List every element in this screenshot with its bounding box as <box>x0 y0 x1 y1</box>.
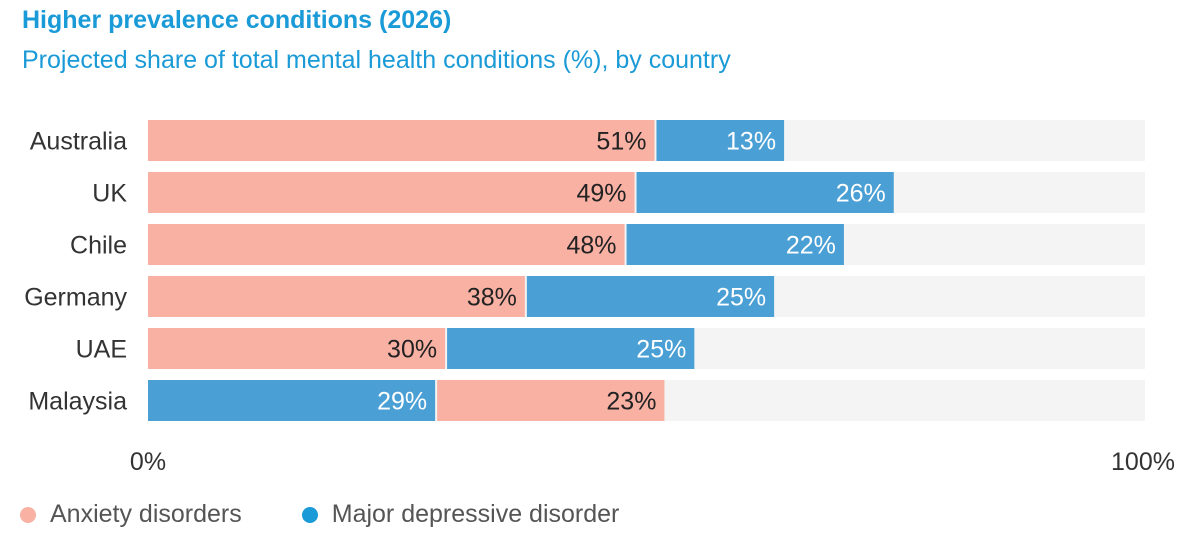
category-label-uae: UAE <box>76 336 127 364</box>
data-label-anxiety-uk: 49% <box>576 180 626 208</box>
bar-depression-uae <box>447 328 695 369</box>
bar-anxiety-malaysia <box>437 380 665 421</box>
category-label-germany: Germany <box>24 284 127 312</box>
category-label-uk: UK <box>92 180 127 208</box>
chart-title: Higher prevalence conditions (2026) <box>22 6 452 34</box>
bar-anxiety-uae <box>148 328 446 369</box>
data-label-depression-malaysia: 29% <box>377 388 427 416</box>
x-tick-label-0: 0% <box>130 448 166 476</box>
legend-label-depression: Major depressive disorder <box>331 500 620 528</box>
data-label-anxiety-australia: 51% <box>596 128 646 156</box>
data-label-depression-uk: 26% <box>836 180 886 208</box>
legend-item-anxiety: Anxiety disorders <box>20 500 242 529</box>
x-tick-label-100: 100% <box>1111 448 1175 476</box>
data-label-depression-chile: 22% <box>786 232 836 260</box>
category-label-malaysia: Malaysia <box>28 388 127 416</box>
bar-anxiety-uk <box>148 172 635 213</box>
chart-subtitle: Projected share of total mental health c… <box>22 46 731 74</box>
data-label-depression-uae: 25% <box>636 336 686 364</box>
data-label-anxiety-germany: 38% <box>467 284 517 312</box>
data-label-anxiety-uae: 30% <box>387 336 437 364</box>
legend-swatch-anxiety <box>20 506 36 523</box>
legend-swatch-depression <box>301 506 318 523</box>
bar-depression-australia <box>656 120 785 161</box>
data-label-depression-germany: 25% <box>716 284 766 312</box>
bar-anxiety-germany <box>148 276 525 317</box>
legend-label-anxiety: Anxiety disorders <box>50 500 242 528</box>
category-label-australia: Australia <box>30 128 127 156</box>
bar-depression-malaysia <box>148 380 436 421</box>
data-label-depression-australia: 13% <box>726 128 776 156</box>
data-label-anxiety-malaysia: 23% <box>606 388 656 416</box>
data-label-anxiety-chile: 48% <box>567 232 617 260</box>
legend-item-depression: Major depressive disorder <box>301 500 620 529</box>
bar-depression-uk <box>636 172 894 213</box>
bar-depression-germany <box>526 276 775 317</box>
bar-anxiety-chile <box>148 224 625 265</box>
stacked-bar-chart: Australia 51% 13% UK 49% 26% Chile 48% 22% German… <box>24 120 1175 476</box>
chart-legend: Anxiety disorders Major depressive disor… <box>20 500 679 529</box>
bar-depression-chile <box>626 224 844 265</box>
bar-anxiety-australia <box>148 120 655 161</box>
category-label-chile: Chile <box>70 232 127 260</box>
